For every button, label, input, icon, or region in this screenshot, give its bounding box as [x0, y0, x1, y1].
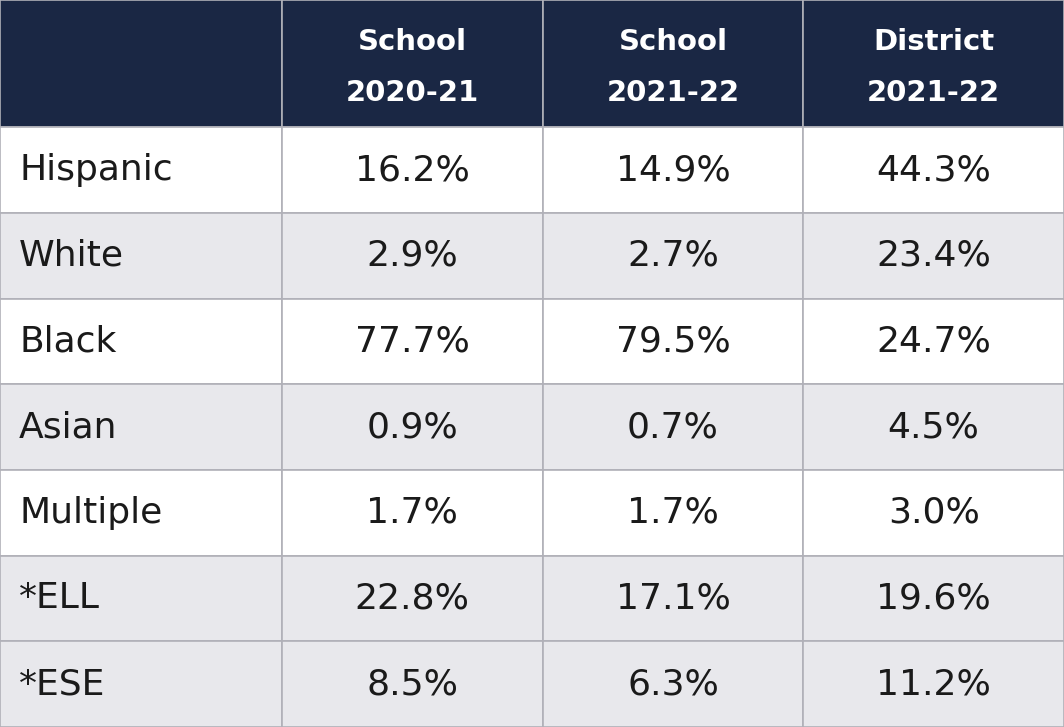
Bar — [803, 470, 1064, 555]
Bar — [0, 470, 282, 555]
Bar — [282, 385, 543, 470]
Text: Multiple: Multiple — [19, 496, 163, 530]
Bar — [282, 555, 543, 641]
Text: 2021-22: 2021-22 — [867, 79, 1000, 107]
Bar — [543, 0, 803, 127]
Bar — [0, 299, 282, 385]
Bar — [543, 555, 803, 641]
Bar — [0, 213, 282, 299]
Text: 79.5%: 79.5% — [616, 324, 730, 358]
Text: 17.1%: 17.1% — [616, 582, 730, 616]
Bar — [543, 213, 803, 299]
Text: 4.5%: 4.5% — [887, 410, 980, 444]
Bar — [0, 385, 282, 470]
Bar — [0, 0, 282, 127]
Bar — [282, 641, 543, 727]
Text: 2020-21: 2020-21 — [346, 79, 479, 107]
Bar — [0, 555, 282, 641]
Text: 14.9%: 14.9% — [616, 153, 730, 187]
Bar — [282, 0, 543, 127]
Bar — [543, 299, 803, 385]
Text: 1.7%: 1.7% — [366, 496, 459, 530]
Text: 23.4%: 23.4% — [877, 238, 991, 273]
Text: 22.8%: 22.8% — [354, 582, 470, 616]
Text: 0.9%: 0.9% — [366, 410, 459, 444]
Text: 6.3%: 6.3% — [627, 667, 719, 701]
Bar — [803, 0, 1064, 127]
Bar — [803, 385, 1064, 470]
Bar — [803, 213, 1064, 299]
Text: School: School — [358, 28, 467, 56]
Bar — [543, 127, 803, 213]
Bar — [543, 470, 803, 555]
Text: 0.7%: 0.7% — [627, 410, 719, 444]
Bar — [543, 385, 803, 470]
Bar — [0, 127, 282, 213]
Bar — [803, 127, 1064, 213]
Bar — [803, 641, 1064, 727]
Bar — [0, 641, 282, 727]
Text: 16.2%: 16.2% — [355, 153, 469, 187]
Bar — [282, 127, 543, 213]
Text: Asian: Asian — [19, 410, 118, 444]
Text: 8.5%: 8.5% — [366, 667, 459, 701]
Text: 2.9%: 2.9% — [366, 238, 459, 273]
Bar — [543, 641, 803, 727]
Text: District: District — [874, 28, 994, 56]
Text: *ESE: *ESE — [19, 667, 105, 701]
Text: 19.6%: 19.6% — [877, 582, 991, 616]
Text: 2.7%: 2.7% — [627, 238, 719, 273]
Bar — [803, 299, 1064, 385]
Text: 24.7%: 24.7% — [877, 324, 991, 358]
Text: 44.3%: 44.3% — [877, 153, 991, 187]
Text: Hispanic: Hispanic — [19, 153, 172, 187]
Text: 3.0%: 3.0% — [887, 496, 980, 530]
Text: *ELL: *ELL — [19, 582, 100, 616]
Bar — [803, 555, 1064, 641]
Text: White: White — [19, 238, 124, 273]
Bar — [282, 213, 543, 299]
Text: School: School — [618, 28, 728, 56]
Text: 77.7%: 77.7% — [355, 324, 469, 358]
Text: 1.7%: 1.7% — [627, 496, 719, 530]
Bar — [282, 299, 543, 385]
Text: 11.2%: 11.2% — [877, 667, 991, 701]
Text: 2021-22: 2021-22 — [606, 79, 739, 107]
Bar — [282, 470, 543, 555]
Text: Black: Black — [19, 324, 117, 358]
